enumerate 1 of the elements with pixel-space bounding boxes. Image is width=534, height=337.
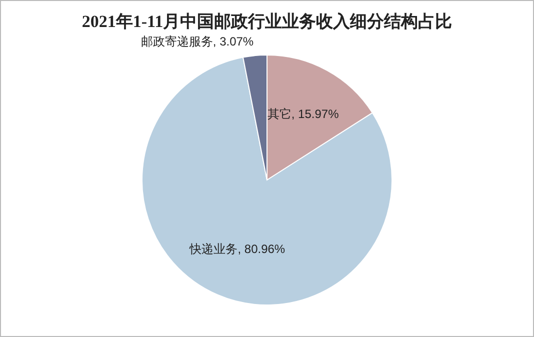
title: 2021年1-11月中国邮政行业业务收入细分结构占比 [82, 12, 452, 31]
